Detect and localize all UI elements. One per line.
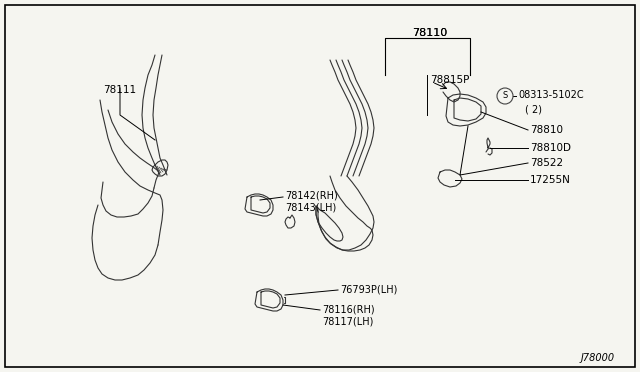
Text: 78110: 78110	[412, 28, 447, 38]
Text: 78110: 78110	[412, 28, 447, 38]
Text: 78810D: 78810D	[530, 143, 571, 153]
Text: 78117(LH): 78117(LH)	[322, 317, 373, 327]
Circle shape	[497, 88, 513, 104]
Text: 78810: 78810	[530, 125, 563, 135]
Text: 78142(RH): 78142(RH)	[285, 190, 338, 200]
Text: S: S	[502, 92, 508, 100]
Text: 78143(LH): 78143(LH)	[285, 202, 336, 212]
Text: 78116(RH): 78116(RH)	[322, 305, 374, 315]
Text: 17255N: 17255N	[530, 175, 571, 185]
Text: 78522: 78522	[530, 158, 563, 168]
Text: 78111: 78111	[104, 85, 136, 95]
Text: 76793P(LH): 76793P(LH)	[340, 285, 397, 295]
Text: 08313-5102C: 08313-5102C	[518, 90, 584, 100]
Text: ( 2): ( 2)	[525, 105, 542, 115]
Text: 78815P: 78815P	[430, 75, 469, 85]
Text: J78000: J78000	[581, 353, 615, 363]
